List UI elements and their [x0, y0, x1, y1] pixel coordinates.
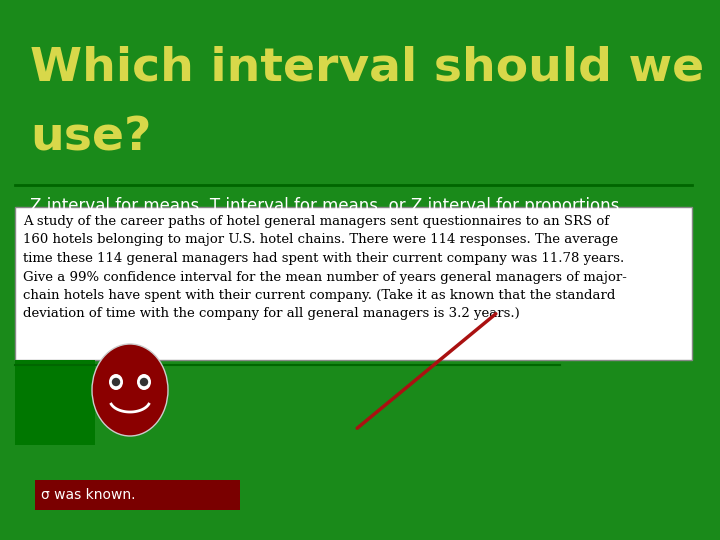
- Circle shape: [140, 379, 148, 386]
- Text: Z interval for means, T interval for means, or Z interval for proportions: Z interval for means, T interval for mea…: [30, 197, 619, 215]
- Text: Which interval should we: Which interval should we: [30, 45, 704, 91]
- Ellipse shape: [92, 344, 168, 436]
- Circle shape: [112, 379, 120, 386]
- Text: σ was known.: σ was known.: [41, 488, 135, 502]
- Text: A study of the career paths of hotel general managers sent questionnaires to an : A study of the career paths of hotel gen…: [23, 215, 627, 321]
- Text: use?: use?: [30, 116, 151, 160]
- FancyBboxPatch shape: [15, 360, 95, 445]
- FancyBboxPatch shape: [35, 480, 240, 510]
- Ellipse shape: [109, 374, 123, 390]
- Ellipse shape: [137, 374, 151, 390]
- FancyBboxPatch shape: [15, 207, 692, 360]
